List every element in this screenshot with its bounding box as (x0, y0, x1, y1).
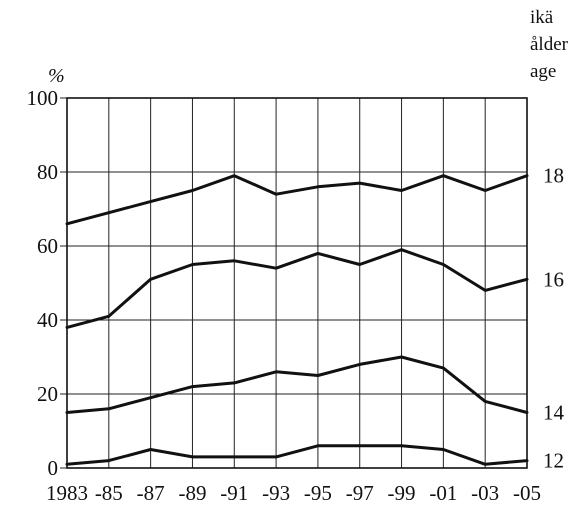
right-axis-title-en: age (530, 61, 556, 82)
right-axis-title-sv: ålder (530, 34, 569, 55)
x-tick-label: -97 (346, 481, 374, 505)
y-tick-label: 40 (37, 308, 58, 332)
series-label-age-12: 12 (543, 449, 564, 473)
series-line-age-14 (65, 355, 529, 414)
right-axis-title-fi: ikä (530, 7, 554, 28)
series-line-age-18 (65, 174, 529, 226)
x-tick-label: 1983 (46, 481, 88, 505)
series-label-age-14: 14 (543, 401, 565, 425)
y-tick-label: 60 (37, 234, 58, 258)
x-tick-label: -91 (220, 481, 248, 505)
x-tick-label: -05 (513, 481, 541, 505)
series-label-age-18: 18 (543, 164, 564, 188)
series-line-age-12 (65, 444, 529, 466)
x-tick-label: -95 (304, 481, 332, 505)
x-tick-label: -01 (429, 481, 457, 505)
x-tick-label: -99 (388, 481, 416, 505)
y-tick-label: 80 (37, 160, 58, 184)
x-tick-label: -87 (137, 481, 165, 505)
x-tick-label: -03 (471, 481, 499, 505)
series-label-age-16: 16 (543, 267, 564, 291)
x-tick-label: -85 (95, 481, 123, 505)
y-tick-label: 0 (48, 456, 59, 480)
plot-frame (66, 97, 528, 469)
gridlines (60, 97, 528, 469)
x-tick-label: -89 (178, 481, 206, 505)
x-tick-labels: 1983 -85 -87 -89 -91 -93 -95 -97 -99 -01 -03 -05 (46, 481, 541, 505)
y-axis-unit: % (48, 65, 65, 87)
series-labels: 18 16 14 12 (543, 164, 565, 473)
series-lines (65, 174, 529, 466)
series-line-age-16 (65, 248, 529, 329)
y-tick-label: 100 (27, 86, 59, 110)
y-tick-labels: 0 20 40 60 80 100 (27, 86, 59, 480)
x-tick-label: -93 (262, 481, 290, 505)
y-tick-label: 20 (37, 382, 58, 406)
